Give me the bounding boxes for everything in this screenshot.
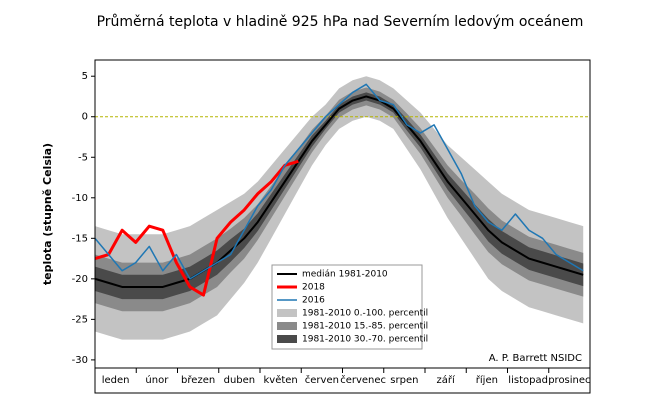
legend-label: 1981-2010 30.-70. percentil — [302, 335, 428, 345]
y-tick-label: -15 — [72, 233, 88, 244]
annotation: A. P. Barrett NSIDC — [489, 353, 582, 364]
x-tick-label: květen — [263, 374, 297, 386]
y-tick-label: -25 — [72, 314, 88, 325]
series-line — [95, 95, 584, 288]
legend-label: 2018 — [302, 283, 325, 293]
percentile-band — [95, 92, 584, 300]
x-tick-label: červenec — [340, 374, 386, 386]
legend-swatch — [277, 335, 297, 343]
chart-title: Průměrná teplota v hladině 925 hPa nad S… — [97, 14, 584, 30]
legend-label: 1981-2010 15.-85. percentil — [302, 322, 428, 332]
x-tick-label: listopad — [508, 375, 548, 386]
legend-label: 2016 — [302, 296, 325, 306]
x-tick-label: srpen — [390, 375, 418, 386]
x-tick-label: září — [436, 374, 455, 386]
x-tick-label: duben — [224, 375, 256, 386]
series-line — [95, 83, 584, 280]
x-tick-label: únor — [145, 374, 169, 386]
x-tick-label: březen — [181, 374, 215, 386]
legend-label: 1981-2010 0.-100. percentil — [302, 309, 428, 319]
y-tick-label: 5 — [82, 71, 88, 82]
x-tick-label: prosinec — [548, 375, 590, 386]
series-line — [95, 159, 299, 297]
y-tick-label: -10 — [72, 193, 88, 204]
legend-swatch — [277, 322, 297, 330]
y-tick-label: -5 — [78, 152, 88, 163]
y-tick-label: -20 — [72, 274, 88, 285]
x-tick-label: leden — [102, 375, 130, 386]
x-tick-label: říjen — [476, 374, 498, 386]
legend-label: medián 1981-2010 — [302, 270, 388, 280]
y-tick-label: -30 — [72, 355, 88, 366]
y-tick-label: 0 — [82, 112, 88, 123]
y-axis-label: teplota (stupně Celsia) — [41, 143, 54, 285]
x-tick-label: červen — [305, 374, 339, 386]
plot — [95, 76, 590, 340]
legend-swatch — [277, 309, 297, 317]
